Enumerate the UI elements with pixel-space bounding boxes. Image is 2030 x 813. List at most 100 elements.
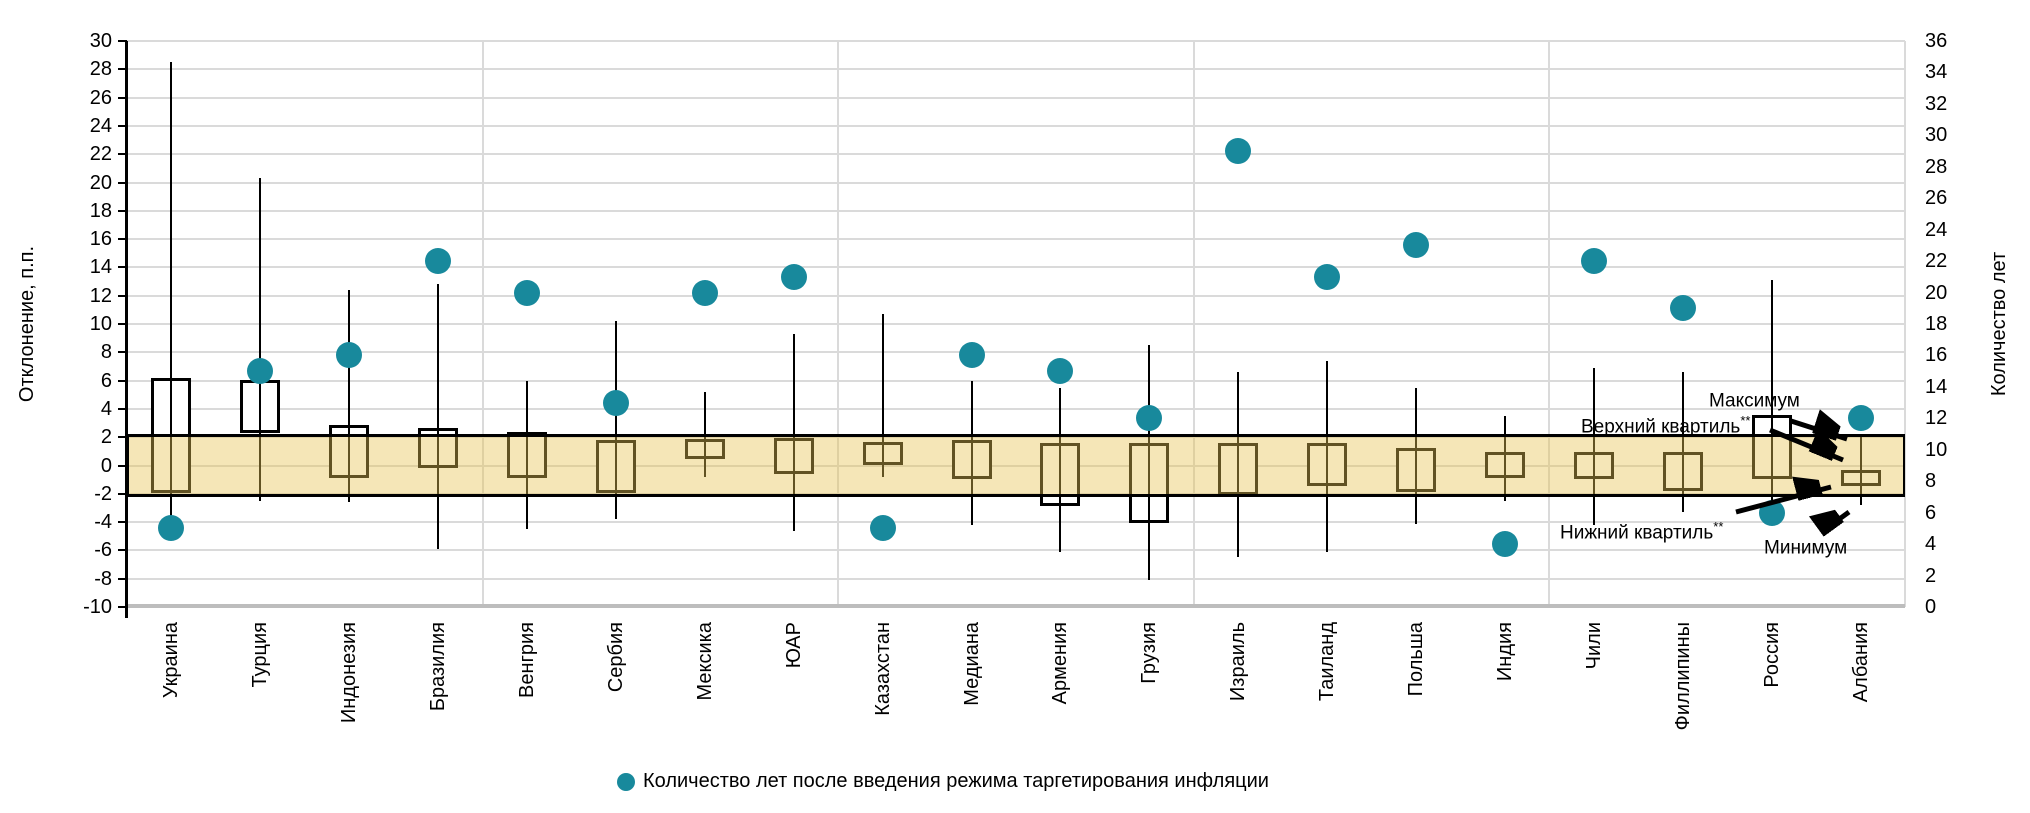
x-axis-label: Сербия	[604, 622, 627, 693]
arrow-minimum-icon	[1827, 512, 1851, 528]
h-gridline	[127, 323, 1905, 325]
whisker-line	[348, 290, 351, 503]
year-dot	[958, 342, 985, 369]
left-tick	[118, 521, 127, 524]
left-tick-label: 20	[89, 171, 112, 194]
whisker-line	[1592, 367, 1595, 525]
h-gridline	[127, 68, 1905, 71]
h-gridline	[127, 464, 1905, 467]
whisker-line	[1859, 437, 1862, 506]
year-dot	[602, 389, 629, 416]
left-tick	[118, 209, 127, 212]
left-tick-label: 18	[89, 199, 112, 222]
x-axis-label: Израиль	[1227, 622, 1250, 702]
legend-dot-icon	[617, 772, 635, 791]
h-gridline	[127, 40, 1905, 42]
right-tick-label: 26	[1925, 187, 1948, 210]
left-tick-label: -8	[94, 567, 112, 590]
year-dot	[1314, 263, 1341, 290]
year-dot	[1580, 248, 1607, 275]
left-tick	[118, 153, 127, 156]
x-axis-label: ЮАР	[782, 622, 805, 669]
legend-label: Количество лет после введения режима тар…	[643, 770, 1269, 792]
h-gridline	[127, 351, 1905, 354]
annotation-lower-quartile: Нижний квартиль**	[1560, 519, 1723, 544]
year-dot	[1136, 405, 1163, 432]
left-tick-label: -6	[94, 539, 112, 562]
year-dot	[514, 279, 541, 306]
whisker-line	[1681, 372, 1684, 513]
year-dot	[1669, 295, 1696, 322]
h-gridline	[127, 577, 1905, 580]
annotation-minimum: Минимум	[1764, 534, 1847, 559]
right-tick-label: 30	[1925, 124, 1948, 147]
whisker-line	[970, 380, 973, 525]
annotation-upper-quartile-label: Верхний квартиль	[1581, 416, 1741, 438]
left-tick-label: -10	[83, 596, 112, 618]
x-axis-label: Бразилия	[427, 622, 450, 712]
whisker-line	[259, 178, 262, 501]
whisker-line	[437, 284, 440, 549]
bottom-axis-line	[127, 604, 1905, 608]
left-tick	[118, 68, 127, 71]
left-tick	[118, 577, 127, 580]
target-band	[127, 434, 1905, 497]
left-tick-label: 16	[89, 228, 112, 251]
left-tick	[118, 379, 127, 382]
left-tick-label: 12	[89, 284, 112, 307]
whisker-line	[1059, 387, 1062, 552]
annotation-maximum: Максимум	[1709, 387, 1800, 412]
annotation-minimum-label: Минимум	[1764, 537, 1848, 559]
left-tick-label: 10	[89, 313, 112, 335]
year-dot	[1403, 232, 1430, 259]
h-gridline	[127, 549, 1905, 552]
right-tick-label: 36	[1925, 30, 1948, 52]
right-tick-label: 14	[1925, 375, 1948, 398]
v-gridline	[1904, 41, 1906, 607]
left-tick	[118, 351, 127, 354]
left-axis-line	[125, 41, 128, 618]
x-axis-label: Таиланд	[1316, 622, 1339, 702]
left-tick	[118, 266, 127, 269]
whisker-line	[1237, 372, 1240, 558]
left-tick	[118, 549, 127, 552]
left-tick-label: -4	[94, 511, 112, 534]
right-tick-label: 12	[1925, 407, 1948, 430]
x-axis-label: Албания	[1849, 622, 1872, 703]
h-gridline	[127, 209, 1905, 212]
x-axis-label: Венгрия	[516, 622, 539, 698]
h-gridline	[127, 266, 1905, 269]
x-axis-label: Турция	[249, 622, 272, 688]
h-gridline	[127, 379, 1905, 382]
whisker-line	[1326, 360, 1329, 552]
left-tick	[118, 96, 127, 99]
x-axis-label: Казахстан	[871, 622, 894, 716]
left-tick-label: 30	[89, 30, 112, 52]
year-dot	[780, 263, 807, 290]
h-gridline	[127, 294, 1905, 297]
left-tick-label: 8	[100, 341, 112, 364]
year-dot	[247, 358, 274, 385]
year-dot	[1491, 531, 1518, 558]
x-axis-label: Грузия	[1138, 622, 1161, 684]
x-axis-label: Украина	[160, 622, 183, 699]
year-dot	[1758, 499, 1785, 526]
h-gridline	[127, 153, 1905, 156]
h-gridline	[127, 436, 1905, 439]
left-tick-label: 2	[100, 426, 112, 449]
left-tick-label: -2	[94, 482, 112, 505]
right-tick-label: 16	[1925, 344, 1948, 367]
whisker-line	[1148, 345, 1151, 581]
left-tick	[118, 436, 127, 439]
h-gridline	[127, 124, 1905, 127]
left-tick	[118, 238, 127, 241]
right-tick-label: 8	[1925, 470, 1937, 493]
left-tick	[118, 492, 127, 495]
right-tick-label: 20	[1925, 281, 1948, 304]
h-gridline	[127, 407, 1905, 410]
right-tick-label: 24	[1925, 218, 1948, 241]
x-axis-label: Армения	[1049, 622, 1072, 705]
right-tick-label: 2	[1925, 564, 1937, 587]
h-gridline	[127, 492, 1905, 495]
